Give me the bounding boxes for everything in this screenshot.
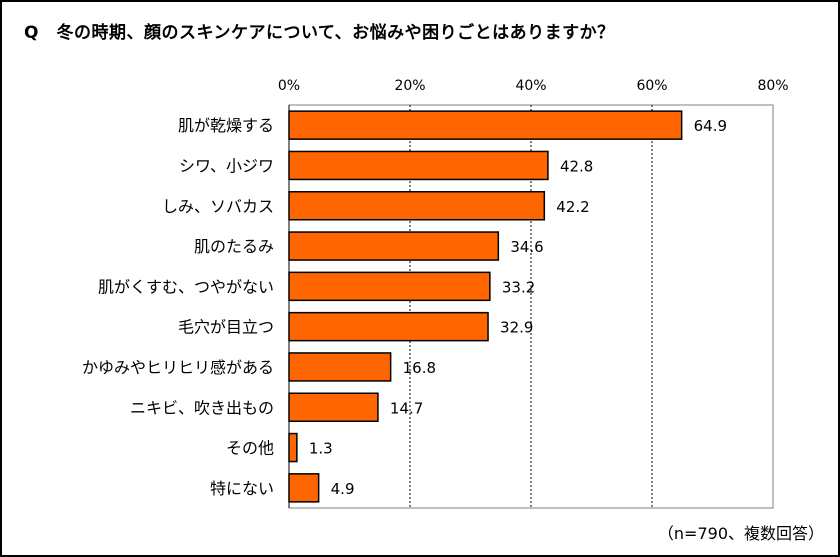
category-label: その他 (226, 439, 274, 458)
x-tick-label: 60% (636, 78, 667, 94)
bar (288, 150, 549, 181)
category-label: 特にない (210, 479, 274, 498)
bar (288, 231, 500, 261)
category-label: かゆみやヒリヒリ感がある (82, 358, 274, 377)
bar (288, 311, 489, 342)
category-label: ニキビ、吹き出もの (130, 398, 274, 417)
data-label: 32.9 (500, 319, 533, 337)
bar (288, 352, 392, 382)
x-tick-label: 80% (757, 78, 788, 94)
bar (288, 432, 298, 463)
bar (288, 473, 320, 503)
data-label: 42.8 (560, 157, 593, 175)
data-label: 64.9 (694, 117, 727, 135)
category-label: 肌がくすむ、つやがない (98, 277, 274, 296)
data-label: 1.3 (309, 440, 333, 458)
category-label: 毛穴が目立つ (178, 318, 274, 337)
x-tick-label: 0% (278, 78, 300, 94)
bar (288, 191, 546, 221)
data-label: 42.2 (556, 198, 589, 216)
data-label: 34.6 (510, 238, 543, 256)
category-label: 肌のたるみ (194, 237, 274, 256)
category-label: 肌が乾燥する (178, 116, 274, 135)
sample-note: （n=790、複数回答） (657, 524, 824, 543)
bar (288, 110, 683, 140)
data-label: 33.2 (502, 278, 535, 296)
x-tick-label: 20% (394, 78, 425, 94)
x-tick-label: 40% (515, 78, 546, 94)
data-label: 4.9 (331, 480, 355, 498)
data-label: 16.8 (403, 359, 436, 377)
category-label: シワ、小ジワ (179, 156, 274, 175)
chart-title: Q 冬の時期、顔のスキンケアについて、お悩みや困りごとはありますか？ (24, 23, 615, 43)
bar (288, 392, 379, 422)
data-label: 14.7 (390, 399, 423, 417)
bar (288, 271, 491, 302)
category-label: しみ、ソバカス (162, 197, 274, 216)
